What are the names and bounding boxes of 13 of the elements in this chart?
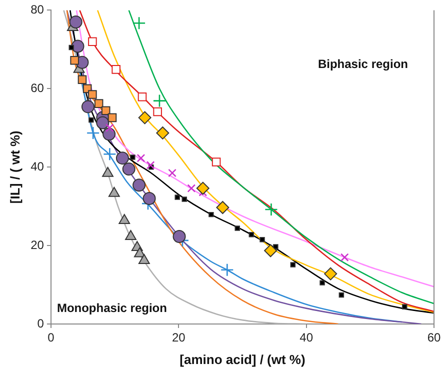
x-tick-label: 20	[172, 330, 186, 345]
y-tick-label: 80	[30, 2, 44, 17]
x-tick-label: 60	[427, 330, 441, 345]
x-tick-label: 40	[300, 330, 314, 345]
y-tick-label: 0	[37, 316, 44, 330]
annotation: Biphasic region	[318, 57, 408, 72]
x-axis-title: [amino acid] / (wt %)	[180, 352, 306, 367]
x-tick-label: 0	[48, 330, 55, 345]
y-tick-label: 40	[30, 159, 44, 174]
y-tick-label: 20	[30, 238, 44, 252]
annotation: Monophasic region	[56, 301, 167, 315]
y-tick-label: 60	[30, 80, 44, 95]
y-axis-title: [IL] / ( wt %)	[7, 130, 22, 204]
